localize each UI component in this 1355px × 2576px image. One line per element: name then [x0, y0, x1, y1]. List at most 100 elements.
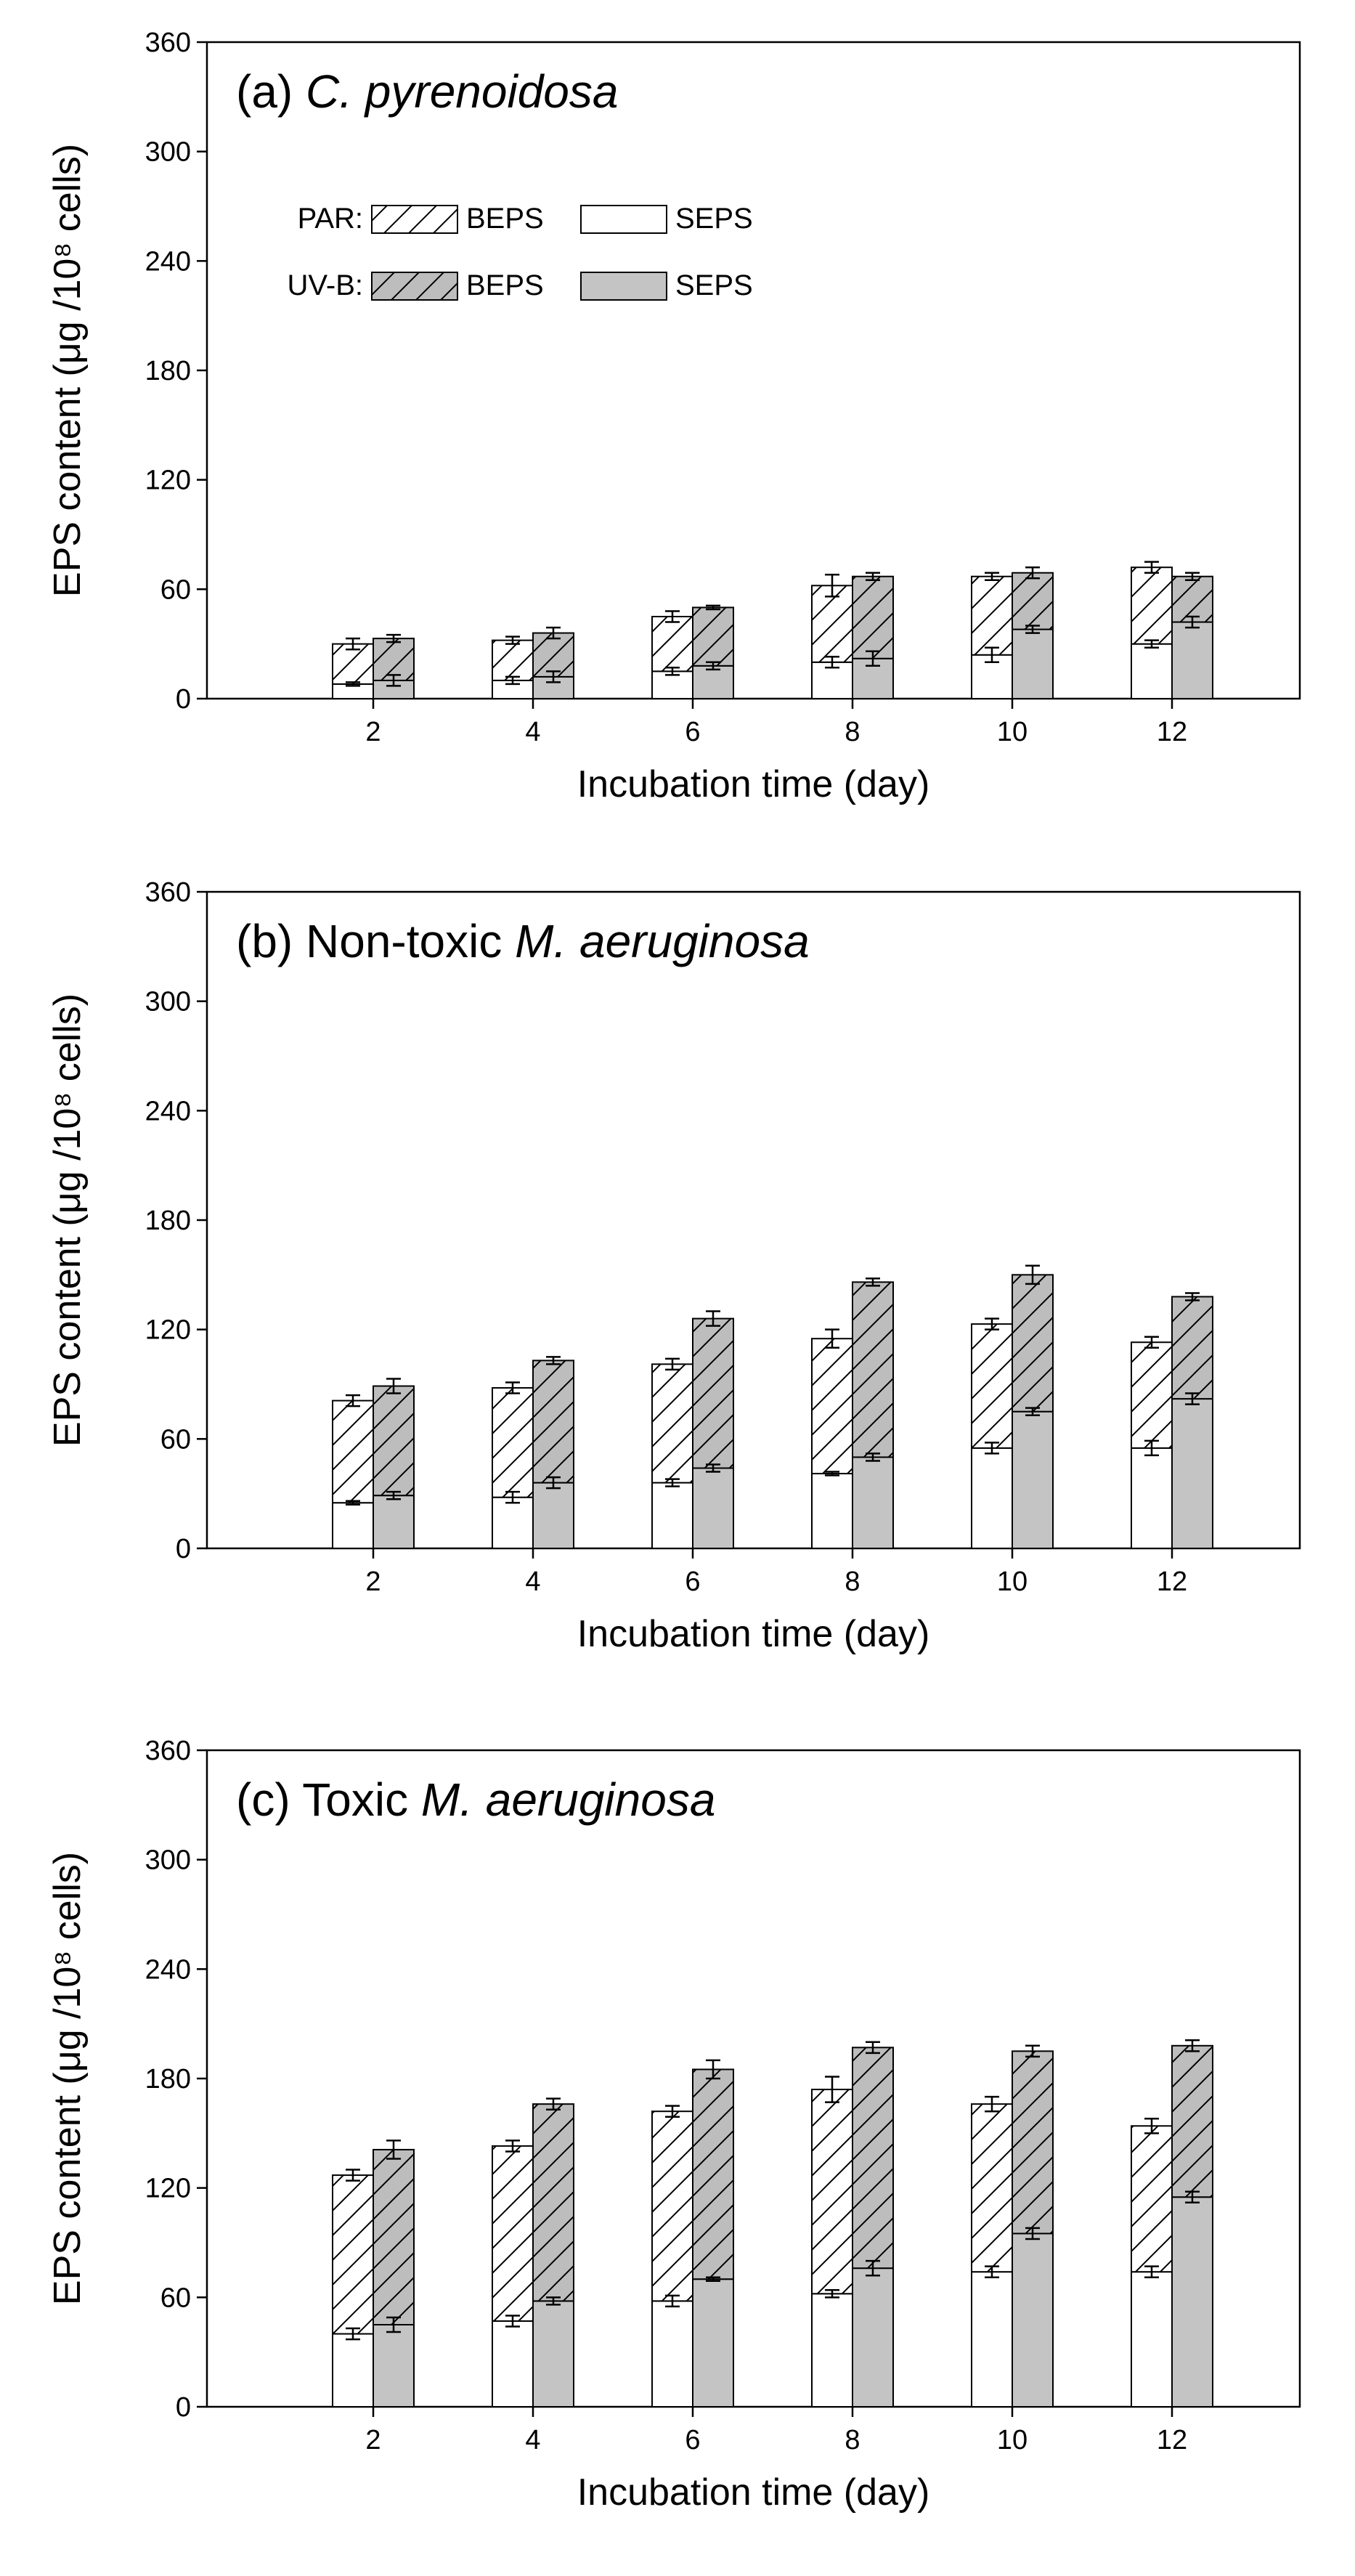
panel-2: 0 60 120 180 240 300 360 2 4 6 8 10 12 Incubation tim…	[46, 877, 1301, 1655]
x-axis-title: Incubation time (day)	[577, 2471, 930, 2514]
legend-uvb-label: UV-B:	[288, 269, 363, 301]
x-tick-label: 4	[525, 1567, 540, 1597]
y-tick-label: 60	[160, 574, 191, 605]
par-seps-bar	[651, 1482, 693, 1549]
uvb-seps-bar	[852, 2267, 894, 2408]
legend-uvb-beps-text: BEPS	[466, 269, 544, 301]
par-beps-bar	[971, 1323, 1013, 1449]
par-beps-bar	[651, 2110, 693, 2302]
panel-title: (b) Non-toxic M. aeruginosa	[236, 915, 810, 967]
y-tick-label: 300	[145, 1845, 191, 1876]
par-beps-bar	[971, 575, 1013, 656]
uvb-beps-bar	[1012, 1274, 1054, 1413]
x-tick-label: 12	[1157, 2425, 1187, 2455]
uvb-beps-bar	[1171, 1296, 1213, 1400]
panel-title-species: M. aeruginosa	[515, 915, 810, 967]
y-tick-label: 300	[145, 987, 191, 1017]
uvb-beps-bar	[1171, 575, 1213, 623]
legend-uvb-seps-text: SEPS	[675, 269, 753, 301]
par-beps-bar	[811, 2089, 853, 2295]
x-tick-label: 12	[1157, 717, 1187, 747]
legend-par-seps-text: SEPS	[675, 203, 753, 235]
uvb-beps-bar	[532, 632, 574, 678]
uvb-beps-bar	[852, 2047, 894, 2270]
par-seps-bar	[1131, 643, 1173, 700]
uvb-seps-bar	[532, 2300, 574, 2408]
x-tick-label: 8	[845, 717, 860, 747]
par-beps-bar	[332, 2174, 374, 2335]
par-beps-bar	[492, 1387, 534, 1498]
par-beps-bar	[1131, 2125, 1173, 2273]
par-seps-bar	[332, 1502, 374, 1549]
y-tick-label: 180	[145, 2064, 191, 2094]
uvb-beps-bar	[1171, 2044, 1213, 2198]
y-tick-label: 240	[145, 246, 191, 277]
uvb-seps-bar	[1171, 1398, 1213, 1549]
uvb-seps-bar	[692, 665, 734, 699]
uvb-seps-bar	[1171, 2196, 1213, 2408]
par-seps-bar	[492, 2320, 534, 2408]
legend-uvb-beps-swatch	[371, 272, 458, 301]
legend-par-beps-swatch	[371, 205, 458, 234]
x-tick-label: 4	[525, 717, 540, 747]
par-seps-bar	[971, 2271, 1013, 2408]
par-seps-bar	[492, 1496, 534, 1550]
uvb-beps-bar	[373, 1385, 415, 1497]
uvb-seps-bar	[1012, 1410, 1054, 1549]
y-tick-label: 60	[160, 2283, 191, 2313]
y-tick-label: 120	[145, 466, 191, 496]
panel-title-species: M. aeruginosa	[421, 1773, 716, 1826]
par-beps-bar	[1131, 566, 1173, 645]
uvb-seps-bar	[373, 2324, 415, 2408]
legend-uvb-seps-swatch	[580, 272, 667, 301]
x-tick-label: 10	[997, 717, 1028, 747]
uvb-seps-bar	[373, 1495, 415, 1549]
x-tick-label: 6	[685, 2425, 700, 2455]
par-seps-bar	[1131, 2271, 1173, 2408]
x-tick-label: 2	[365, 717, 381, 747]
x-tick-label: 10	[997, 2425, 1028, 2455]
uvb-beps-bar	[692, 1317, 734, 1469]
y-tick-label: 120	[145, 1315, 191, 1346]
par-seps-bar	[1131, 1447, 1173, 1550]
par-beps-bar	[1131, 1341, 1173, 1449]
uvb-beps-bar	[373, 2148, 415, 2326]
uvb-seps-bar	[1012, 628, 1054, 699]
uvb-beps-bar	[852, 1281, 894, 1458]
par-seps-bar	[332, 2333, 374, 2408]
uvb-beps-bar	[692, 606, 734, 667]
x-tick-label: 10	[997, 1567, 1028, 1597]
par-beps-bar	[971, 2103, 1013, 2273]
y-axis-title: EPS content (μg /10⁸ cells)	[46, 994, 89, 1447]
y-tick-label: 0	[176, 2392, 191, 2423]
par-beps-bar	[651, 1363, 693, 1484]
par-beps-bar	[492, 2145, 534, 2322]
y-tick-label: 360	[145, 1736, 191, 1766]
x-axis-title: Incubation time (day)	[577, 763, 930, 805]
uvb-beps-bar	[373, 638, 415, 681]
x-tick-label: 4	[525, 2425, 540, 2455]
x-tick-label: 2	[365, 2425, 381, 2455]
y-tick-label: 360	[145, 28, 191, 58]
panel-title: (a) C. pyrenoidosa	[236, 65, 618, 118]
x-tick-label: 12	[1157, 1567, 1187, 1597]
y-tick-label: 0	[176, 1534, 191, 1564]
y-tick-label: 60	[160, 1424, 191, 1455]
uvb-seps-bar	[852, 1456, 894, 1550]
x-axis-title: Incubation time (day)	[577, 1613, 930, 1655]
uvb-seps-bar	[1012, 2232, 1054, 2408]
x-tick-label: 6	[685, 717, 700, 747]
par-beps-bar	[492, 639, 534, 681]
legend-par-seps-swatch	[580, 205, 667, 234]
y-tick-label: 240	[145, 1096, 191, 1126]
par-seps-bar	[811, 1473, 853, 1549]
uvb-beps-bar	[852, 575, 894, 659]
y-tick-label: 300	[145, 137, 191, 168]
y-tick-label: 0	[176, 684, 191, 715]
panel-title-prefix: (b) Non-toxic	[236, 915, 515, 967]
x-tick-label: 8	[845, 1567, 860, 1597]
uvb-beps-bar	[1012, 2050, 1054, 2235]
x-tick-label: 8	[845, 2425, 860, 2455]
legend-par-label: PAR:	[298, 203, 363, 235]
